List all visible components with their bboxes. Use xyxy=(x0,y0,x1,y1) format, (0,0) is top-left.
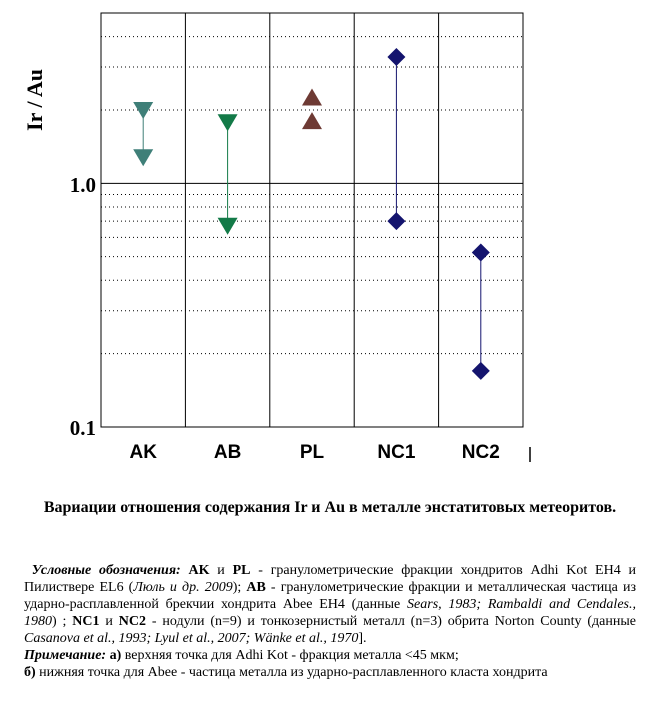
legend-pl: PL xyxy=(232,563,251,578)
data-point-triangle-up xyxy=(302,112,322,130)
y-axis-label: Ir / Au xyxy=(22,69,47,131)
y-tick-label: 1.0 xyxy=(70,173,96,197)
note-b-letter: б) xyxy=(24,665,36,680)
data-point-triangle-down xyxy=(217,114,238,132)
note-a: верхняя точка для Adhi Kot - фракция мет… xyxy=(121,648,459,663)
legend-and: и xyxy=(209,563,233,578)
horizontal-gridlines xyxy=(101,12,523,355)
data-point-triangle-up xyxy=(302,88,322,106)
data-point-diamond xyxy=(387,47,406,66)
x-tick-label: AK xyxy=(129,442,157,463)
y-tick-label: 0.1 xyxy=(70,416,96,440)
legend-ak: AK xyxy=(188,563,210,578)
vertical-gridlines xyxy=(184,13,440,427)
data-markers xyxy=(133,47,490,380)
data-point-triangle-down xyxy=(133,149,154,167)
plot-frame xyxy=(100,12,524,428)
data-point-triangle-down xyxy=(217,217,238,235)
legend-title: Условные обозначения: xyxy=(31,563,181,578)
legend-ref-3: Casanova et al., 1993; Lyul et al., 2007… xyxy=(24,631,359,646)
legend-text-6: ]. xyxy=(358,631,367,646)
x-tick-label: NC2 xyxy=(462,442,500,463)
note-a-letter: а) xyxy=(109,648,122,663)
legend-text-1: - гранулометрические фракции хондритов A… xyxy=(24,563,637,595)
legend-ref-1: Люль и др. 2009 xyxy=(133,580,233,595)
legend-nc1: NC1 xyxy=(72,614,100,629)
figure-caption: Вариации отношения содержания Ir и Au в … xyxy=(43,499,617,516)
legend-text-3: - гранулометрические фракции и металличе… xyxy=(24,580,637,612)
x-axis: AK AB PL NC1 NC2 xyxy=(129,442,499,463)
data-point-diamond xyxy=(471,243,490,262)
legend-nc2: NC2 xyxy=(118,614,146,629)
x-tick-label: NC1 xyxy=(377,442,415,463)
x-tick-label: AB xyxy=(214,442,241,463)
legend-ab: AB xyxy=(246,580,266,595)
legend-text-2: ); xyxy=(232,580,247,595)
y-axis: Ir / Au 0.1 1.0 xyxy=(22,69,96,440)
x-tick-label: PL xyxy=(300,442,325,463)
legend-text-5: - нодули (n=9) и тонкозернистый металл (… xyxy=(146,614,636,629)
legend-text: Условные обозначения: AK и PL - гранулом… xyxy=(24,562,636,681)
note-b: нижняя точка для Abee - частица металла … xyxy=(35,665,548,680)
legend-ref-2: Sears, 1983; Rambaldi and Cendales., 198… xyxy=(24,597,636,629)
data-point-diamond xyxy=(471,361,490,380)
chart-svg: Ir / Au 0.1 1.0 AK AB PL NC1 NC2 xyxy=(22,12,531,463)
data-point-triangle-down xyxy=(133,101,154,119)
note-title: Примечание: xyxy=(24,648,107,663)
plot-area xyxy=(100,12,524,428)
legend-and-2: и xyxy=(99,614,119,629)
legend-text-4: ) ; xyxy=(52,614,73,629)
data-point-diamond xyxy=(387,212,406,231)
